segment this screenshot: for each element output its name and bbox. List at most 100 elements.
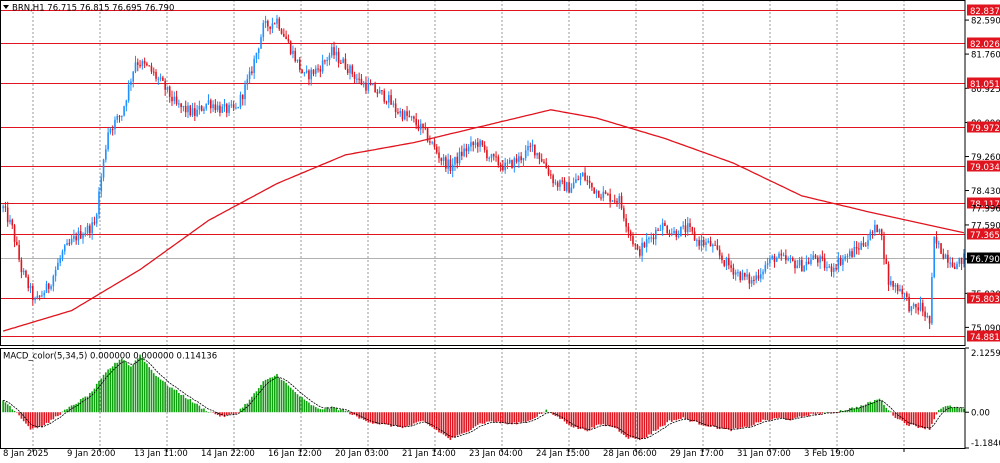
macd-bar	[483, 412, 486, 424]
candle-body	[680, 226, 682, 237]
candle-body	[330, 47, 333, 56]
candle-body	[921, 302, 924, 312]
macd-bar	[2, 400, 4, 413]
macd-bar	[602, 412, 605, 425]
macd-bar	[759, 412, 762, 423]
macd-bar	[70, 405, 73, 413]
macd-bar	[896, 412, 899, 420]
macd-bar	[691, 412, 694, 422]
candle-body	[164, 80, 166, 90]
macd-bar	[908, 412, 910, 427]
candle-body	[454, 156, 456, 165]
candle-body	[933, 237, 935, 278]
macd-bar	[54, 412, 57, 417]
candle-body	[652, 237, 655, 240]
candle-body	[244, 84, 246, 100]
x-tick-label: 31 Jan 07:00	[737, 449, 791, 459]
candle-body	[394, 103, 397, 113]
candle-body	[878, 229, 881, 233]
price-level-tag	[967, 197, 1000, 209]
macd-bar	[118, 359, 121, 413]
candle-body	[848, 251, 851, 257]
candle-body	[374, 84, 376, 93]
macd-bar	[114, 362, 116, 413]
macd-bar	[317, 408, 319, 413]
macd-bar	[410, 412, 413, 426]
x-tick-label: 8 Jan 2025	[3, 449, 49, 459]
candle-body	[547, 168, 550, 175]
macd-bar	[143, 361, 146, 413]
candle-body	[86, 225, 89, 233]
candle-body	[225, 104, 228, 113]
macd-bar	[164, 381, 166, 413]
macd-bar	[819, 412, 821, 415]
macd-bar	[205, 411, 208, 413]
macd-bar	[798, 412, 801, 417]
candle-body	[159, 77, 162, 79]
candle-body	[536, 152, 538, 156]
macd-bar	[732, 412, 735, 429]
candle-body	[429, 141, 431, 143]
candle-body	[317, 68, 319, 70]
macd-bar	[77, 402, 80, 413]
macd-bar	[508, 412, 511, 424]
macd-bar	[219, 412, 221, 417]
price-level-label: 78.117	[970, 200, 1000, 210]
macd-bar	[518, 412, 520, 423]
candle-body	[906, 293, 908, 297]
candle-body	[205, 103, 208, 109]
candle-body	[951, 262, 954, 267]
macd-bar	[837, 412, 840, 413]
candle-body	[835, 267, 837, 269]
macd-bar	[184, 398, 187, 413]
candle-body	[212, 104, 214, 109]
macd-bar	[451, 412, 454, 438]
candle-body	[958, 257, 961, 264]
macd-bar	[136, 358, 139, 413]
candle-body	[915, 304, 917, 308]
candle-body	[139, 64, 141, 67]
candle-body	[552, 175, 554, 184]
price-level-label: 79.034	[970, 163, 1000, 173]
macd-bar	[134, 360, 137, 413]
macd-bar	[636, 412, 639, 440]
macd-bar	[956, 407, 958, 413]
candle-body	[794, 260, 796, 269]
candle-body	[602, 191, 605, 198]
macd-bar	[390, 412, 392, 427]
candle-body	[497, 156, 500, 166]
macd-bar	[769, 412, 771, 421]
candle-body	[853, 246, 856, 257]
macd-bar	[812, 412, 815, 414]
macd-bar	[616, 412, 618, 429]
candle-body	[283, 33, 285, 37]
candle-body	[465, 148, 468, 152]
candle-body	[750, 279, 753, 284]
macd-bar	[883, 404, 885, 413]
macd-bar	[899, 412, 901, 420]
macd-bar	[73, 404, 75, 413]
macd-bar	[105, 372, 107, 413]
macd-bar	[906, 412, 908, 426]
candle-body	[353, 74, 356, 80]
candle-body	[180, 103, 182, 108]
candle-body	[476, 142, 479, 147]
macd-bar	[486, 412, 488, 422]
candle-body	[426, 128, 429, 142]
candle-body	[862, 243, 865, 246]
macd-bar	[41, 412, 43, 428]
macd-bar	[887, 410, 890, 413]
macd-bar	[413, 412, 415, 424]
candle-body	[550, 174, 552, 176]
macd-bar	[611, 412, 614, 428]
candle-body	[16, 241, 18, 245]
macd-bar	[152, 373, 155, 413]
macd-bar	[86, 396, 89, 413]
macd-bar	[878, 398, 881, 413]
candle-body	[143, 61, 146, 64]
macd-bar	[527, 412, 529, 421]
candle-body	[333, 47, 335, 56]
candle-body	[618, 196, 621, 203]
